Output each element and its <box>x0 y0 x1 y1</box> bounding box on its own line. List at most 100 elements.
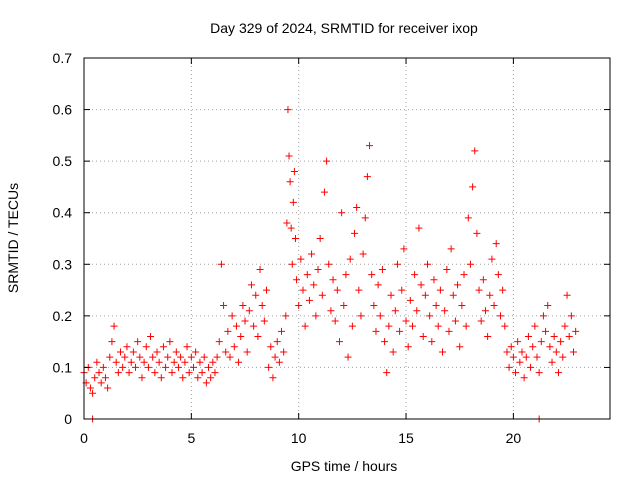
data-point <box>114 369 122 377</box>
data-point <box>561 322 569 330</box>
data-point <box>424 260 432 268</box>
data-point <box>260 317 268 325</box>
data-point <box>368 271 376 279</box>
data-point <box>348 322 356 330</box>
data-point <box>411 271 419 279</box>
data-point <box>280 348 288 356</box>
data-point <box>283 219 291 227</box>
data-point <box>278 327 286 335</box>
data-point <box>170 358 178 366</box>
plot-frame <box>83 57 611 420</box>
data-point <box>426 312 434 320</box>
data-point <box>299 286 307 294</box>
data-point <box>327 307 335 315</box>
data-point <box>318 291 326 299</box>
data-point <box>209 358 217 366</box>
data-point <box>520 374 528 382</box>
data-point <box>286 178 294 186</box>
y-tick-label: 0.4 <box>53 205 73 221</box>
data-point <box>136 353 144 361</box>
data-point <box>346 255 354 263</box>
y-tick-label: 0.5 <box>53 153 73 169</box>
data-point <box>497 312 505 320</box>
data-point <box>252 291 260 299</box>
x-tick-label: 0 <box>80 430 88 446</box>
data-point <box>86 384 94 392</box>
data-point <box>89 389 97 397</box>
data-point <box>415 224 423 232</box>
data-point <box>548 358 556 366</box>
data-point <box>518 348 526 356</box>
data-point <box>290 167 298 175</box>
data-point <box>97 379 105 387</box>
data-point <box>471 147 479 155</box>
data-point <box>393 260 401 268</box>
data-point <box>524 332 532 340</box>
data-point <box>297 255 305 263</box>
data-point <box>567 312 575 320</box>
data-point <box>256 265 264 273</box>
data-point <box>342 271 350 279</box>
data-point <box>289 198 297 206</box>
data-point <box>121 353 129 361</box>
data-point <box>509 353 517 361</box>
data-point <box>554 369 562 377</box>
data-point <box>451 317 459 325</box>
data-point <box>512 369 520 377</box>
data-point <box>481 307 489 315</box>
data-point <box>213 353 221 361</box>
y-tick-label: 0.1 <box>53 359 73 375</box>
data-point <box>211 369 219 377</box>
data-point <box>192 348 200 356</box>
data-point <box>323 157 331 165</box>
data-point <box>389 348 397 356</box>
data-point <box>507 343 515 351</box>
data-point <box>247 281 255 289</box>
data-point <box>563 291 571 299</box>
data-point <box>400 245 408 253</box>
data-point <box>155 358 163 366</box>
data-point <box>539 312 547 320</box>
data-point <box>138 374 146 382</box>
data-point <box>123 343 131 351</box>
data-point <box>295 302 303 310</box>
data-point <box>91 374 99 382</box>
data-point <box>104 384 112 392</box>
data-point <box>181 358 189 366</box>
data-point <box>363 173 371 181</box>
data-point <box>127 358 135 366</box>
data-point <box>447 245 455 253</box>
x-tick-label: 20 <box>506 430 522 446</box>
grid-layer <box>84 58 610 419</box>
data-point <box>550 332 558 340</box>
data-point <box>376 312 384 320</box>
data-point <box>172 348 180 356</box>
data-point <box>473 229 481 237</box>
data-point <box>237 332 245 340</box>
data-point <box>469 183 477 191</box>
data-point <box>196 358 204 366</box>
data-point <box>460 271 468 279</box>
points-layer <box>80 106 580 423</box>
data-point <box>267 343 275 351</box>
data-point <box>187 353 195 361</box>
y-tick-label: 0.2 <box>53 308 73 324</box>
data-point <box>572 327 580 335</box>
data-point <box>484 332 492 340</box>
data-point <box>140 358 148 366</box>
data-point <box>436 286 444 294</box>
data-point <box>357 312 365 320</box>
data-point <box>194 374 202 382</box>
data-point <box>462 322 470 330</box>
data-point <box>245 307 253 315</box>
y-axis-label: SRMTID / TECUs <box>5 183 21 293</box>
data-point <box>533 353 541 361</box>
data-point <box>243 348 251 356</box>
data-point <box>262 286 270 294</box>
data-point <box>383 369 391 377</box>
data-point <box>303 271 311 279</box>
data-point <box>285 152 293 160</box>
data-point <box>458 302 466 310</box>
data-point <box>116 348 124 356</box>
data-point <box>449 291 457 299</box>
